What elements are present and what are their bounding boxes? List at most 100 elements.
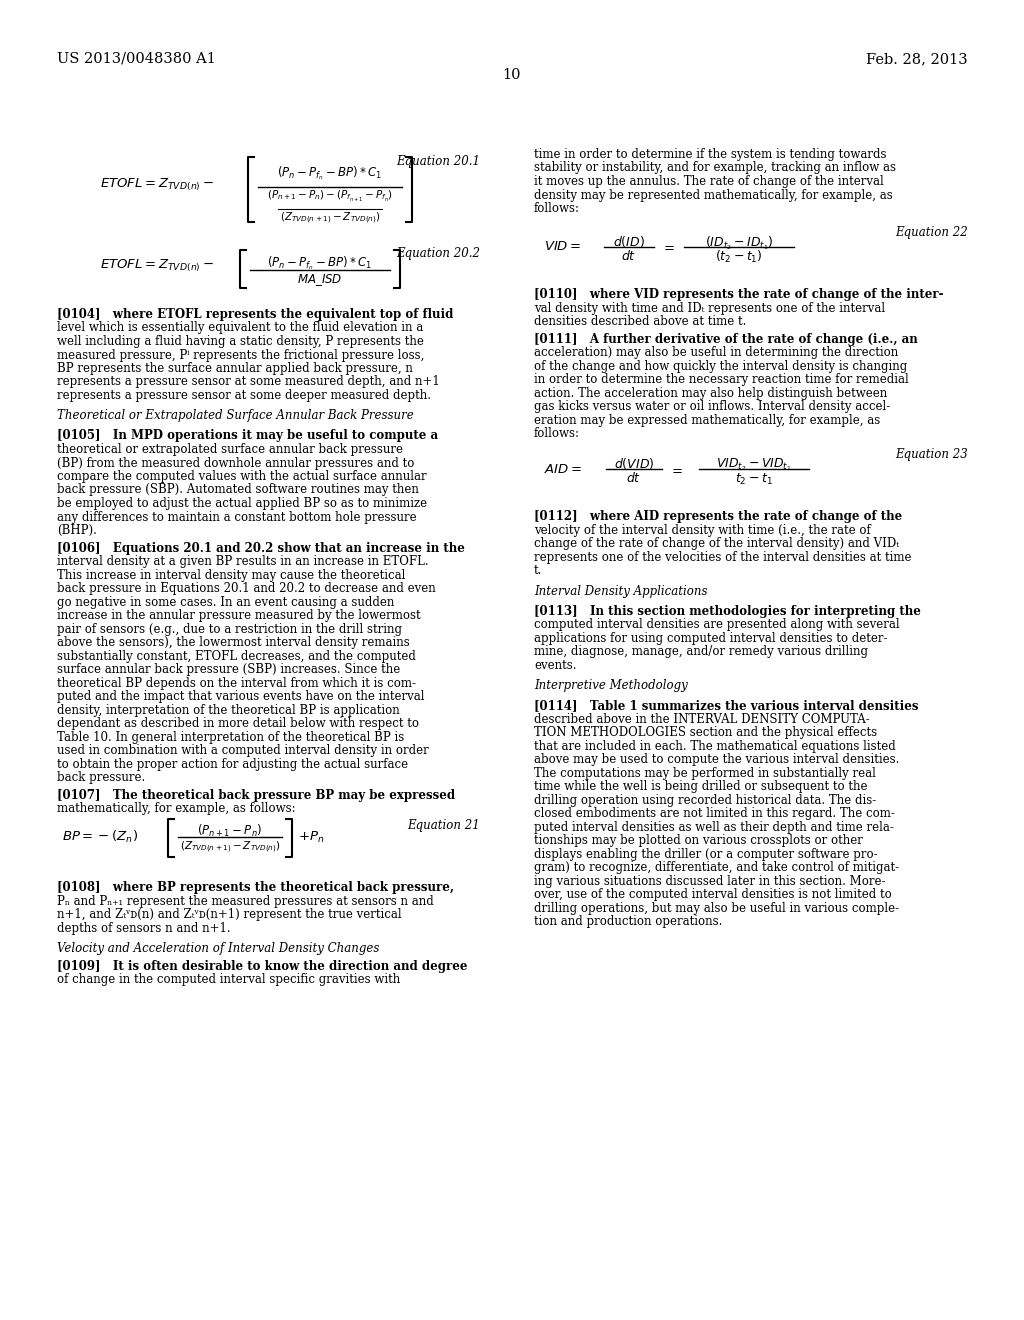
Text: represents a pressure sensor at some deeper measured depth.: represents a pressure sensor at some dee… [57, 389, 431, 403]
Text: [0109]   It is often desirable to know the direction and degree: [0109] It is often desirable to know the… [57, 960, 468, 973]
Text: substantially constant, ETOFL decreases, and the computed: substantially constant, ETOFL decreases,… [57, 649, 416, 663]
Text: [0112]   where AID represents the rate of change of the: [0112] where AID represents the rate of … [534, 511, 902, 524]
Text: t.: t. [534, 565, 543, 577]
Text: $(Z_{TVD(n+1)} - Z_{TVD(n)})$: $(Z_{TVD(n+1)} - Z_{TVD(n)})$ [280, 211, 380, 227]
Text: tion and production operations.: tion and production operations. [534, 916, 722, 928]
Text: to obtain the proper action for adjusting the actual surface: to obtain the proper action for adjustin… [57, 758, 409, 771]
Text: ing various situations discussed later in this section. More-: ing various situations discussed later i… [534, 875, 886, 888]
Text: drilling operation using recorded historical data. The dis-: drilling operation using recorded histor… [534, 793, 877, 807]
Text: $=$: $=$ [662, 240, 675, 253]
Text: acceleration) may also be useful in determining the direction: acceleration) may also be useful in dete… [534, 346, 898, 359]
Text: compare the computed values with the actual surface annular: compare the computed values with the act… [57, 470, 427, 483]
Text: $t_2 - t_1$: $t_2 - t_1$ [735, 471, 773, 487]
Text: Interpretive Methodology: Interpretive Methodology [534, 680, 688, 692]
Text: Interval Density Applications: Interval Density Applications [534, 585, 708, 598]
Text: $MA\_ISD$: $MA\_ISD$ [297, 272, 343, 288]
Text: change of the rate of change of the interval density) and VIDₜ: change of the rate of change of the inte… [534, 537, 899, 550]
Text: $(P_{n+1} - P_n) - (P_{f_{n+1}} - P_{f_n})$: $(P_{n+1} - P_n) - (P_{f_{n+1}} - P_{f_n… [267, 189, 393, 205]
Text: represents a pressure sensor at some measured depth, and n+1: represents a pressure sensor at some mea… [57, 375, 439, 388]
Text: time while the well is being drilled or subsequent to the: time while the well is being drilled or … [534, 780, 867, 793]
Text: well including a fluid having a static density, P represents the: well including a fluid having a static d… [57, 335, 424, 348]
Text: US 2013/0048380 A1: US 2013/0048380 A1 [57, 51, 216, 66]
Text: back pressure (SBP). Automated software routines may then: back pressure (SBP). Automated software … [57, 483, 419, 496]
Text: [0105]   In MPD operations it may be useful to compute a: [0105] In MPD operations it may be usefu… [57, 429, 438, 442]
Text: 10: 10 [503, 69, 521, 82]
Text: [0113]   In this section methodologies for interpreting the: [0113] In this section methodologies for… [534, 605, 921, 618]
Text: $(ID_{t_2} - ID_{t_1})$: $(ID_{t_2} - ID_{t_1})$ [705, 234, 773, 252]
Text: $(P_n - P_{f_n} - BP)*C_1$: $(P_n - P_{f_n} - BP)*C_1$ [278, 164, 383, 182]
Text: surface annular back pressure (SBP) increases. Since the: surface annular back pressure (SBP) incr… [57, 663, 400, 676]
Text: Pₙ and Pₙ₊₁ represent the measured pressures at sensors n and: Pₙ and Pₙ₊₁ represent the measured press… [57, 895, 434, 908]
Text: dependant as described in more detail below with respect to: dependant as described in more detail be… [57, 717, 419, 730]
Text: back pressure in Equations 20.1 and 20.2 to decrease and even: back pressure in Equations 20.1 and 20.2… [57, 582, 436, 595]
Text: follows:: follows: [534, 428, 580, 440]
Text: action. The acceleration may also help distinguish between: action. The acceleration may also help d… [534, 387, 887, 400]
Text: drilling operations, but may also be useful in various comple-: drilling operations, but may also be use… [534, 902, 899, 915]
Text: time in order to determine if the system is tending towards: time in order to determine if the system… [534, 148, 887, 161]
Text: pair of sensors (e.g., due to a restriction in the drill string: pair of sensors (e.g., due to a restrict… [57, 623, 402, 635]
Text: level which is essentially equivalent to the fluid elevation in a: level which is essentially equivalent to… [57, 322, 423, 334]
Text: density, interpretation of the theoretical BP is application: density, interpretation of the theoretic… [57, 704, 399, 717]
Text: velocity of the interval density with time (i.e., the rate of: velocity of the interval density with ti… [534, 524, 870, 537]
Text: BP represents the surface annular applied back pressure, n: BP represents the surface annular applie… [57, 362, 413, 375]
Text: increase in the annular pressure measured by the lowermost: increase in the annular pressure measure… [57, 609, 421, 622]
Text: puted and the impact that various events have on the interval: puted and the impact that various events… [57, 690, 425, 704]
Text: applications for using computed interval densities to deter-: applications for using computed interval… [534, 632, 888, 645]
Text: Equation 20.1: Equation 20.1 [396, 154, 480, 168]
Text: [0108]   where BP represents the theoretical back pressure,: [0108] where BP represents the theoretic… [57, 882, 454, 895]
Text: $AID =$: $AID =$ [544, 463, 582, 477]
Text: [0111]   A further derivative of the rate of change (i.e., an: [0111] A further derivative of the rate … [534, 333, 918, 346]
Text: $(P_n - P_{f_n} - BP)*C_1$: $(P_n - P_{f_n} - BP)*C_1$ [267, 253, 373, 272]
Text: represents one of the velocities of the interval densities at time: represents one of the velocities of the … [534, 550, 911, 564]
Text: mine, diagnose, manage, and/or remedy various drilling: mine, diagnose, manage, and/or remedy va… [534, 645, 868, 659]
Text: (BHP).: (BHP). [57, 524, 97, 537]
Text: [0107]   The theoretical back pressure BP may be expressed: [0107] The theoretical back pressure BP … [57, 788, 455, 801]
Text: Equation 23: Equation 23 [895, 449, 968, 462]
Text: Equation 22: Equation 22 [895, 226, 968, 239]
Text: depths of sensors n and n+1.: depths of sensors n and n+1. [57, 921, 230, 935]
Text: $(Z_{TVD(n+1)} - Z_{TVD(n)})$: $(Z_{TVD(n+1)} - Z_{TVD(n)})$ [179, 840, 281, 855]
Text: puted interval densities as well as their depth and time rela-: puted interval densities as well as thei… [534, 821, 894, 834]
Text: gram) to recognize, differentiate, and take control of mitigat-: gram) to recognize, differentiate, and t… [534, 862, 899, 874]
Text: $(t_2 - t_1)$: $(t_2 - t_1)$ [715, 249, 763, 265]
Text: [0104]   where ETOFL represents the equivalent top of fluid: [0104] where ETOFL represents the equiva… [57, 308, 454, 321]
Text: measured pressure, Pⁱ represents the frictional pressure loss,: measured pressure, Pⁱ represents the fri… [57, 348, 424, 362]
Text: it moves up the annulus. The rate of change of the interval: it moves up the annulus. The rate of cha… [534, 176, 884, 187]
Text: closed embodiments are not limited in this regard. The com-: closed embodiments are not limited in th… [534, 808, 895, 821]
Text: (BP) from the measured downhole annular pressures and to: (BP) from the measured downhole annular … [57, 457, 415, 470]
Text: above may be used to compute the various interval densities.: above may be used to compute the various… [534, 754, 899, 767]
Text: The computations may be performed in substantially real: The computations may be performed in sub… [534, 767, 876, 780]
Text: over, use of the computed interval densities is not limited to: over, use of the computed interval densi… [534, 888, 892, 902]
Text: of the change and how quickly the interval density is changing: of the change and how quickly the interv… [534, 359, 907, 372]
Text: $dt$: $dt$ [627, 471, 642, 486]
Text: $=$: $=$ [669, 463, 683, 477]
Text: Velocity and Acceleration of Interval Density Changes: Velocity and Acceleration of Interval De… [57, 942, 379, 956]
Text: [0106]   Equations 20.1 and 20.2 show that an increase in the: [0106] Equations 20.1 and 20.2 show that… [57, 541, 465, 554]
Text: [0114]   Table 1 summarizes the various interval densities: [0114] Table 1 summarizes the various in… [534, 700, 919, 713]
Text: above the sensors), the lowermost interval density remains: above the sensors), the lowermost interv… [57, 636, 410, 649]
Text: TION METHODOLOGIES section and the physical effects: TION METHODOLOGIES section and the physi… [534, 726, 878, 739]
Text: $VID_{t_2} - VID_{t_1}$: $VID_{t_2} - VID_{t_1}$ [716, 457, 792, 473]
Text: $(P_{n+1} - P_n)$: $(P_{n+1} - P_n)$ [198, 824, 262, 840]
Text: in order to determine the necessary reaction time for remedial: in order to determine the necessary reac… [534, 374, 908, 385]
Text: n+1, and Zₜᵛᴅ(n) and Zₜᵛᴅ(n+1) represent the true vertical: n+1, and Zₜᵛᴅ(n) and Zₜᵛᴅ(n+1) represent… [57, 908, 401, 921]
Text: $ETOFL = Z_{TVD(n)} -$: $ETOFL = Z_{TVD(n)} -$ [100, 177, 214, 193]
Text: be employed to adjust the actual applied BP so as to minimize: be employed to adjust the actual applied… [57, 498, 427, 510]
Text: theoretical BP depends on the interval from which it is com-: theoretical BP depends on the interval f… [57, 677, 416, 689]
Text: mathematically, for example, as follows:: mathematically, for example, as follows: [57, 803, 296, 814]
Text: back pressure.: back pressure. [57, 771, 145, 784]
Text: $dt$: $dt$ [622, 249, 637, 263]
Text: Table 10. In general interpretation of the theoretical BP is: Table 10. In general interpretation of t… [57, 730, 404, 743]
Text: $BP = -(Z_n)$: $BP = -(Z_n)$ [62, 829, 138, 845]
Text: Equation 20.2: Equation 20.2 [396, 247, 480, 260]
Text: stability or instability, and for example, tracking an inflow as: stability or instability, and for exampl… [534, 161, 896, 174]
Text: densities described above at time t.: densities described above at time t. [534, 315, 746, 329]
Text: $ETOFL = Z_{TVD(n)} -$: $ETOFL = Z_{TVD(n)} -$ [100, 257, 214, 275]
Text: theoretical or extrapolated surface annular back pressure: theoretical or extrapolated surface annu… [57, 444, 403, 455]
Text: [0110]   where VID represents the rate of change of the inter-: [0110] where VID represents the rate of … [534, 288, 943, 301]
Text: $VID =$: $VID =$ [544, 240, 582, 253]
Text: displays enabling the driller (or a computer software pro-: displays enabling the driller (or a comp… [534, 847, 878, 861]
Text: tionships may be plotted on various crossplots or other: tionships may be plotted on various cros… [534, 834, 863, 847]
Text: follows:: follows: [534, 202, 580, 215]
Text: $+ P_n$: $+ P_n$ [298, 830, 325, 845]
